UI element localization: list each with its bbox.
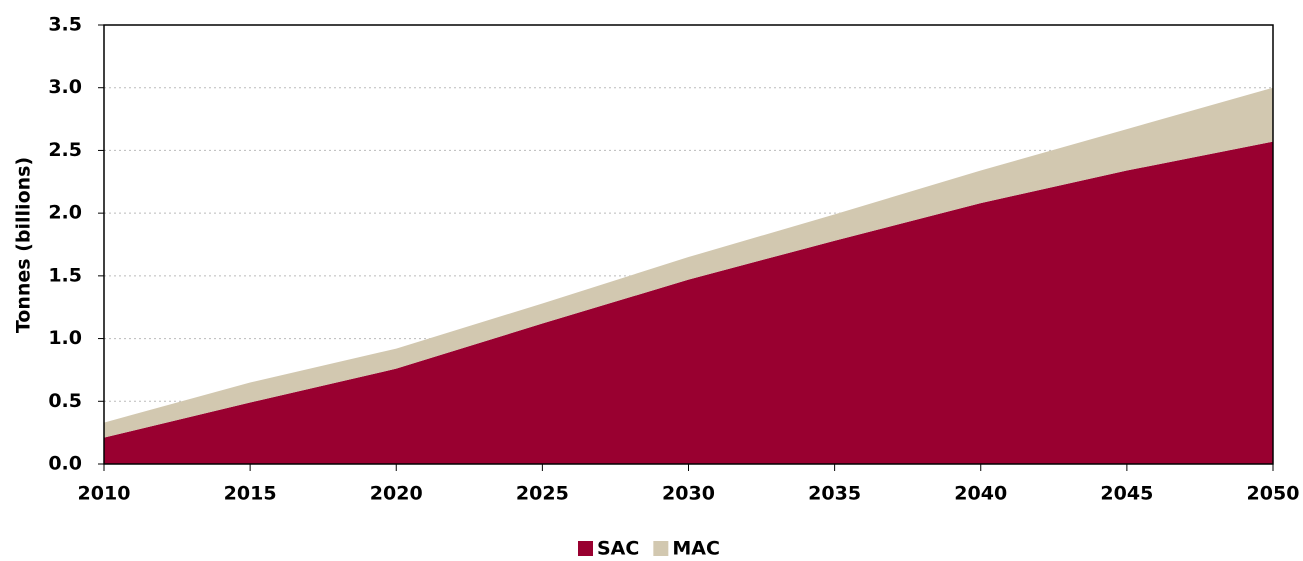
- legend-label: MAC: [672, 538, 720, 560]
- x-tick-label: 2025: [516, 483, 569, 505]
- legend-swatch: [578, 541, 593, 556]
- x-tick-label: 2050: [1247, 483, 1300, 505]
- x-tick-label: 2030: [662, 483, 715, 505]
- x-tick-label: 2045: [1100, 483, 1153, 505]
- x-tick-label: 2020: [370, 483, 423, 505]
- legend-swatch: [653, 541, 669, 556]
- x-tick-label: 2010: [78, 483, 131, 505]
- x-tick-label: 2040: [954, 483, 1007, 505]
- y-tick-label: 0.5: [48, 390, 82, 412]
- y-tick-label: 1.0: [48, 327, 82, 349]
- y-tick-label: 0.0: [48, 453, 82, 475]
- y-tick-label: 2.0: [48, 202, 82, 224]
- y-tick-label: 2.5: [48, 139, 82, 161]
- y-tick-label: 3.0: [48, 76, 82, 98]
- area: [104, 87, 1273, 438]
- x-tick-label: 2035: [808, 483, 861, 505]
- area: [104, 141, 1273, 465]
- x-tick-label: 2015: [224, 483, 277, 505]
- y-axis-label: Tonnes (billions): [13, 157, 35, 333]
- y-tick-label: 1.5: [48, 264, 82, 286]
- legend-label: SAC: [597, 538, 639, 560]
- y-tick-label: 3.5: [48, 14, 82, 36]
